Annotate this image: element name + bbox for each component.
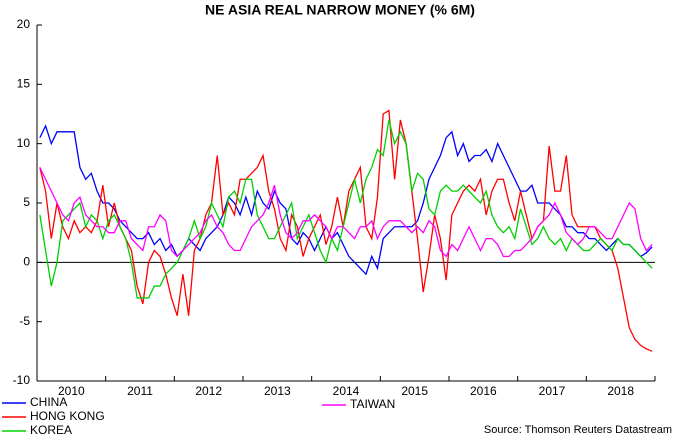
legend-label: KOREA: [30, 423, 72, 436]
x-tick-label: 2014: [333, 384, 360, 398]
y-tick-label: 10: [17, 136, 31, 150]
y-tick-label: 5: [23, 195, 30, 209]
y-tick-label: -10: [13, 373, 31, 387]
x-tick-label: 2010: [58, 384, 85, 398]
x-tick-label: 2013: [264, 384, 291, 398]
x-tick-label: 2016: [470, 384, 497, 398]
series-line: [39, 109, 653, 352]
legend-label: CHINA: [30, 395, 67, 409]
series-line: [39, 124, 653, 276]
chart-title: NE ASIA REAL NARROW MONEY (% 6M): [205, 2, 475, 18]
y-tick-label: 15: [17, 77, 31, 91]
x-tick-label: 2011: [127, 384, 153, 398]
y-tick-label: 0: [23, 255, 30, 269]
series-line: [39, 167, 653, 258]
source-note: Source: Thomson Reuters Datastream: [484, 424, 672, 436]
x-tick-label: 2012: [195, 384, 222, 398]
y-tick-label: -5: [19, 314, 30, 328]
series-line: [39, 119, 653, 299]
x-tick-label: 2017: [539, 384, 566, 398]
legend-label: HONG KONG: [30, 409, 105, 423]
y-tick-label: 20: [17, 17, 31, 31]
x-tick-label: 2018: [607, 384, 634, 398]
legend-label: TAIWAN: [350, 397, 395, 411]
x-tick-label: 2015: [401, 384, 428, 398]
